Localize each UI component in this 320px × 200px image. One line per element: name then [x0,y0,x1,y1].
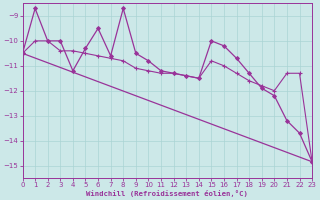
X-axis label: Windchill (Refroidissement éolien,°C): Windchill (Refroidissement éolien,°C) [86,190,248,197]
